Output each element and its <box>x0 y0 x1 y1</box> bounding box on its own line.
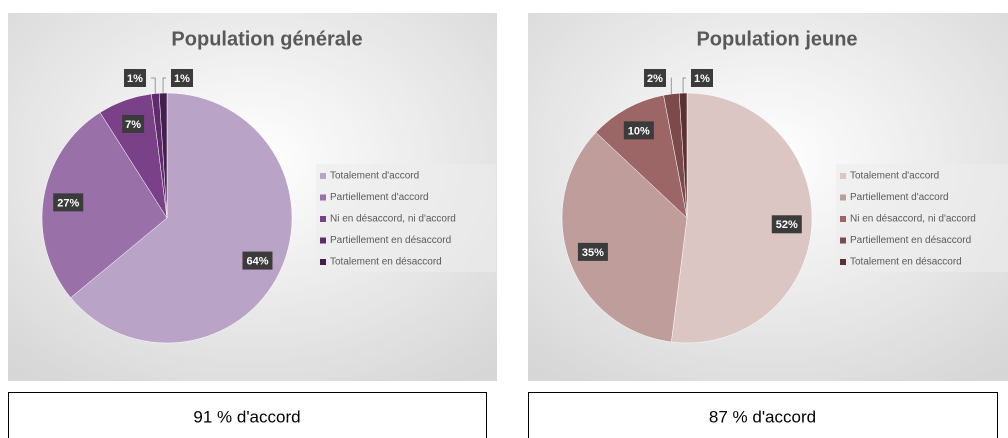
legend-swatch <box>320 259 326 265</box>
pie-slice <box>678 92 688 219</box>
data-label: 1% <box>174 73 190 85</box>
legend-label: Totalement en désaccord <box>850 257 962 268</box>
legend-label: Partiellement en désaccord <box>330 235 451 246</box>
summary-box <box>8 392 487 438</box>
data-label-box <box>691 69 713 87</box>
legend-swatch <box>320 237 326 244</box>
data-label: 27% <box>57 197 79 209</box>
legend-swatch <box>840 194 846 201</box>
pie-slice <box>671 92 813 344</box>
pie-slice <box>70 92 293 344</box>
chart-title: Population générale <box>171 28 362 50</box>
legend-label: Ni en désaccord, ni d'accord <box>850 214 976 225</box>
summary-text: 91 % d'accord <box>193 407 300 426</box>
legend-swatch <box>840 259 846 265</box>
data-label-box <box>124 69 146 87</box>
data-label-box <box>242 251 273 270</box>
data-label: 2% <box>647 73 663 85</box>
legend-label: Partiellement d'accord <box>330 192 429 203</box>
pie-slice <box>561 132 688 343</box>
legend-swatch <box>320 194 326 201</box>
pie-slice <box>158 92 168 219</box>
data-label-box <box>577 242 608 261</box>
data-label: 52% <box>776 219 798 231</box>
legend-swatch <box>840 216 846 222</box>
legend-label: Totalement d'accord <box>850 171 939 182</box>
data-label: 10% <box>628 125 650 137</box>
data-label: 1% <box>694 73 710 85</box>
legend-label: Totalement d'accord <box>330 171 419 182</box>
data-label-box <box>53 193 84 212</box>
legend-label: Partiellement en désaccord <box>850 235 971 246</box>
data-label: 7% <box>125 119 141 131</box>
data-label: 1% <box>127 73 143 85</box>
pie-slice <box>41 112 168 299</box>
data-label-box <box>122 114 145 133</box>
summary-text: 87 % d'accord <box>709 407 816 426</box>
data-label-box <box>623 121 654 140</box>
legend-swatch <box>320 173 326 179</box>
legend-swatch <box>840 173 846 179</box>
summary-box <box>528 392 998 438</box>
legend-label: Ni en désaccord, ni d'accord <box>330 214 456 225</box>
data-label: 64% <box>246 255 268 267</box>
data-label: 35% <box>582 247 604 259</box>
data-label-box <box>171 69 193 87</box>
legend-label: Totalement en désaccord <box>330 257 442 268</box>
legend <box>836 164 1008 272</box>
leader-line <box>151 77 156 94</box>
legend <box>316 164 496 272</box>
data-label-box <box>644 69 666 87</box>
pie-slice <box>595 94 688 219</box>
legend-swatch <box>320 216 326 222</box>
data-label-box <box>771 215 802 234</box>
leader-line <box>162 77 166 94</box>
legend-swatch <box>840 237 846 244</box>
leader-line <box>682 77 686 94</box>
legend-label: Partiellement d'accord <box>850 192 949 203</box>
chart-title: Population jeune <box>696 28 857 50</box>
